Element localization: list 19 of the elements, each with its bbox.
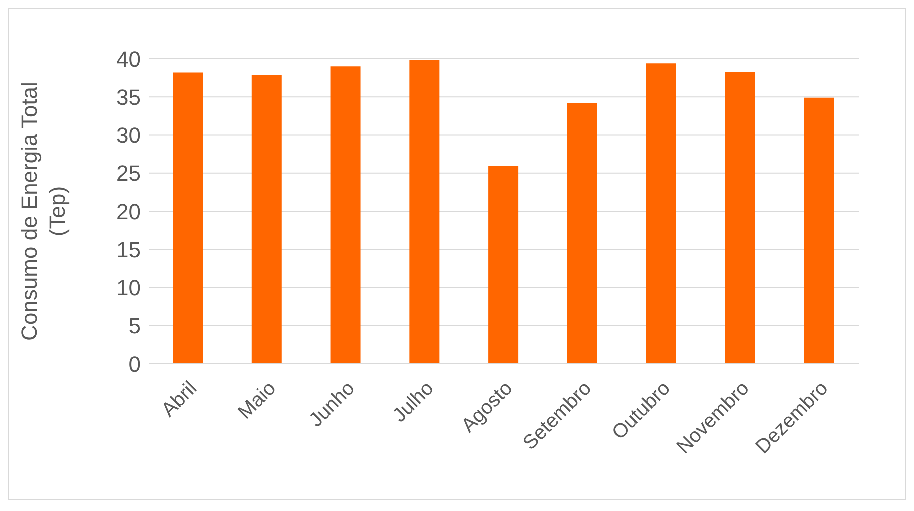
y-tick-label: 20 (116, 199, 141, 224)
bar (646, 64, 676, 364)
bar (252, 75, 282, 364)
y-tick-label: 10 (116, 276, 141, 301)
y-tick-label: 5 (128, 314, 141, 339)
bar (410, 60, 440, 364)
y-axis-title: Consumo de Energia Total (Tep) (17, 82, 70, 341)
y-tick-label: 35 (116, 84, 141, 110)
bar (330, 66, 361, 364)
y-tick-label: 15 (116, 237, 141, 262)
y-tick-label: 40 (116, 46, 141, 72)
y-tick-label: 0 (128, 352, 141, 377)
bar (173, 72, 203, 364)
bar (488, 166, 519, 364)
bar (804, 98, 834, 364)
bar (567, 103, 598, 364)
bar (725, 72, 756, 364)
y-tick-label: 30 (116, 123, 141, 148)
y-tick-label: 25 (116, 161, 141, 186)
